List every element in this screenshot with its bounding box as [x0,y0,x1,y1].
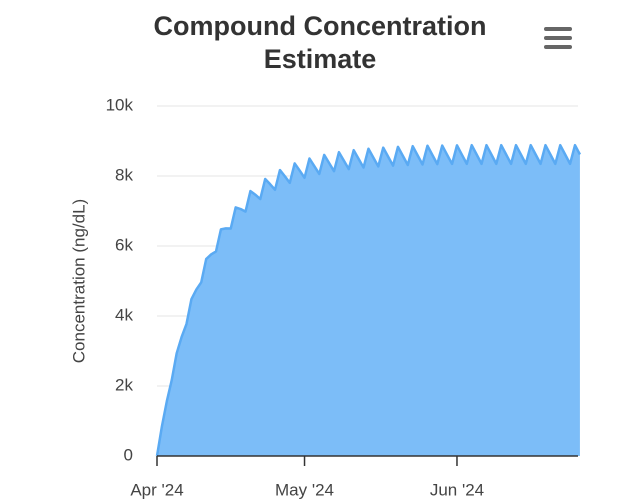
menu-button[interactable] [544,27,572,49]
y-axis-label: Concentration (ng/dL) [69,199,88,363]
y-tick-label: 10k [106,95,134,114]
x-tick-label: May '24 [275,480,334,499]
y-tick-label: 4k [115,305,133,324]
y-tick-label: 8k [115,165,133,184]
x-tick-label: Apr '24 [130,480,183,499]
y-tick-label: 0 [124,445,133,464]
y-tick-label: 2k [115,375,133,394]
chart-title: Compound Concentration Estimate [153,11,487,74]
area [157,145,580,456]
line [155,143,582,457]
x-tick-label: Jun '24 [430,480,484,499]
y-tick-label: 6k [115,235,133,254]
